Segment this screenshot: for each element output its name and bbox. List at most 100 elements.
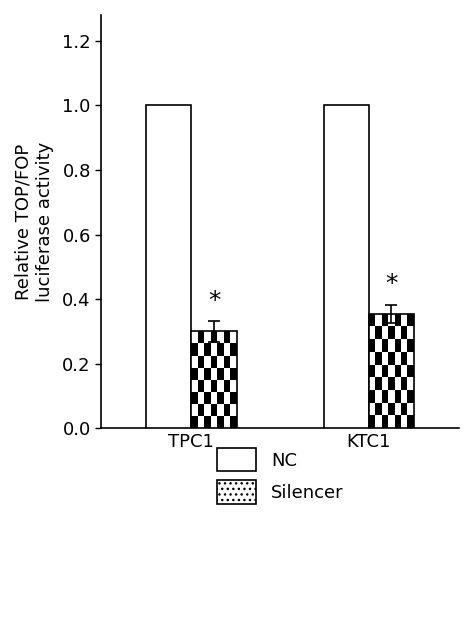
Bar — [388, 365, 394, 377]
Bar — [211, 392, 217, 404]
Bar — [375, 326, 382, 339]
Bar — [388, 326, 394, 339]
Bar — [375, 352, 382, 365]
Bar — [369, 352, 375, 365]
Bar — [382, 339, 388, 352]
Bar — [211, 404, 217, 416]
Bar — [211, 355, 217, 368]
Bar — [224, 355, 230, 368]
Bar — [408, 415, 414, 428]
Bar — [211, 331, 217, 344]
Bar — [191, 344, 198, 355]
Bar — [401, 403, 408, 415]
Bar — [382, 314, 388, 326]
Bar — [191, 368, 198, 380]
Bar — [198, 355, 204, 368]
Bar — [230, 355, 237, 368]
Bar — [204, 380, 211, 392]
Bar — [224, 416, 230, 428]
Bar — [401, 415, 408, 428]
Bar — [230, 404, 237, 416]
Bar — [369, 403, 375, 415]
Bar — [375, 390, 382, 403]
Bar — [394, 339, 401, 352]
Bar — [204, 344, 211, 355]
Bar — [230, 368, 237, 380]
Bar — [224, 368, 230, 380]
Bar — [388, 390, 394, 403]
Bar — [211, 416, 217, 428]
Bar — [388, 352, 394, 365]
Bar — [230, 380, 237, 392]
Bar — [198, 368, 204, 380]
Bar — [369, 314, 375, 326]
Bar — [394, 415, 401, 428]
Bar — [204, 368, 211, 380]
Bar — [191, 380, 198, 392]
Bar — [401, 352, 408, 365]
Bar — [408, 403, 414, 415]
Bar — [217, 368, 224, 380]
Bar — [375, 365, 382, 377]
Bar — [388, 314, 394, 326]
Bar — [198, 344, 204, 355]
Bar — [375, 415, 382, 428]
Bar — [394, 326, 401, 339]
Bar — [230, 416, 237, 428]
Bar — [217, 355, 224, 368]
Bar — [198, 404, 204, 416]
Bar — [408, 352, 414, 365]
Bar — [401, 365, 408, 377]
Bar — [146, 105, 191, 428]
Text: *: * — [208, 289, 220, 313]
Bar — [217, 416, 224, 428]
Bar — [394, 314, 401, 326]
Bar — [211, 380, 217, 392]
Bar — [204, 392, 211, 404]
Bar — [224, 404, 230, 416]
Bar — [230, 331, 237, 344]
Bar — [191, 331, 198, 344]
Bar — [198, 416, 204, 428]
Bar — [369, 415, 375, 428]
Bar — [401, 390, 408, 403]
Bar — [382, 377, 388, 390]
Bar — [217, 404, 224, 416]
Bar — [230, 392, 237, 404]
Bar — [408, 377, 414, 390]
Y-axis label: Relative TOP/FOP
luciferase activity: Relative TOP/FOP luciferase activity — [15, 142, 54, 301]
Bar — [408, 314, 414, 326]
Bar — [408, 365, 414, 377]
Bar — [224, 331, 230, 344]
Bar — [401, 377, 408, 390]
Bar — [204, 416, 211, 428]
Bar — [401, 339, 408, 352]
Bar — [191, 404, 198, 416]
Bar — [394, 377, 401, 390]
Bar — [382, 390, 388, 403]
Legend: NC, Silencer: NC, Silencer — [210, 441, 351, 511]
Bar — [394, 365, 401, 377]
Bar — [388, 377, 394, 390]
Bar — [375, 403, 382, 415]
Bar — [408, 339, 414, 352]
Bar — [211, 344, 217, 355]
Bar — [224, 344, 230, 355]
Bar — [191, 331, 237, 428]
Bar — [217, 392, 224, 404]
Bar — [369, 390, 375, 403]
Bar — [382, 365, 388, 377]
Bar — [401, 314, 408, 326]
Bar — [382, 352, 388, 365]
Bar — [394, 390, 401, 403]
Bar — [408, 326, 414, 339]
Bar — [198, 331, 204, 344]
Bar — [388, 403, 394, 415]
Bar — [211, 368, 217, 380]
Bar — [217, 344, 224, 355]
Bar — [230, 344, 237, 355]
Bar — [369, 339, 375, 352]
Bar — [217, 331, 224, 344]
Bar — [204, 404, 211, 416]
Text: *: * — [385, 272, 398, 297]
